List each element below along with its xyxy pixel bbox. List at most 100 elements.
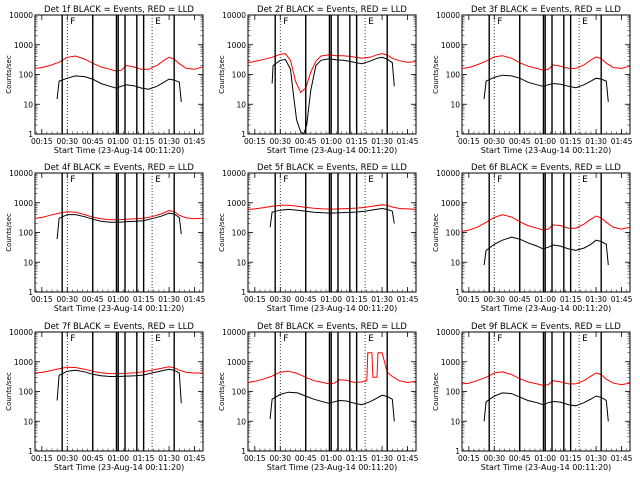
x-axis-label: Start Time (23-Aug-14 00:11:20)	[54, 146, 185, 155]
y-tick-label: 10	[236, 100, 246, 109]
marker-label: E	[368, 17, 374, 27]
x-tick-label: 01:15	[346, 295, 368, 304]
x-tick-label: 00:45	[295, 295, 317, 304]
x-axis-label: Start Time (23-Aug-14 00:11:20)	[267, 146, 398, 155]
y-tick-label: 1	[455, 447, 460, 456]
y-tick-label: 10	[23, 100, 33, 109]
x-tick-label: 01:15	[560, 137, 582, 146]
marker-label: F	[70, 334, 75, 344]
x-tick-label: 00:45	[295, 454, 317, 463]
marker-label: F	[70, 17, 75, 27]
y-tick-label: 1000	[227, 358, 246, 367]
x-tick-label: 01:00	[534, 295, 556, 304]
y-tick-label: 1	[455, 288, 460, 297]
marker-label: E	[368, 175, 374, 185]
chart-title: Det 1f BLACK = Events, RED = LLD	[44, 5, 194, 15]
series-red-lld	[462, 214, 630, 232]
x-tick-label: 01:00	[320, 454, 342, 463]
x-tick-label: 00:30	[56, 137, 78, 146]
x-tick-label: 01:15	[560, 454, 582, 463]
x-tick-label: 00:30	[56, 295, 78, 304]
x-tick-label: 00:45	[295, 137, 317, 146]
y-axis-label: Counts/sec	[5, 372, 13, 411]
series-red-lld	[35, 209, 203, 221]
y-axis-label: Counts/sec	[5, 213, 13, 252]
y-tick-label: 10	[236, 258, 246, 267]
x-tick-label: 00:30	[483, 137, 505, 146]
y-tick-label: 1	[28, 288, 33, 297]
plot-frame	[34, 331, 204, 452]
y-tick-label: 1	[28, 130, 33, 139]
x-tick-label: 00:30	[269, 454, 291, 463]
plot-frame	[34, 14, 204, 135]
series-black-events	[269, 207, 395, 228]
plot-frame	[461, 172, 631, 293]
x-tick-label: 00:45	[82, 295, 104, 304]
y-tick-label: 100	[232, 388, 247, 397]
y-tick-label: 10	[23, 258, 33, 267]
series-red-lld	[35, 55, 203, 72]
series-red-lld	[248, 204, 416, 210]
marker-label: F	[283, 17, 288, 27]
data-area	[462, 214, 630, 266]
data-area	[462, 371, 630, 422]
marker-label: E	[155, 334, 161, 344]
x-tick-label: 01:15	[133, 454, 155, 463]
x-tick-label: 01:15	[133, 295, 155, 304]
y-axis-label: Counts/sec	[218, 213, 226, 252]
x-tick-label: 01:30	[158, 454, 180, 463]
y-tick-label: 10000	[222, 328, 246, 337]
x-tick-label: 01:45	[184, 137, 206, 146]
x-tick-label: 01:15	[133, 137, 155, 146]
x-tick-label: 00:45	[82, 137, 104, 146]
series-black-events	[269, 391, 395, 422]
x-tick-label: 00:15	[458, 137, 480, 146]
y-tick-label: 1	[241, 447, 246, 456]
plot-frame	[247, 172, 417, 293]
x-tick-label: 00:15	[458, 454, 480, 463]
marker-label: F	[283, 175, 288, 185]
y-tick-label: 10000	[222, 169, 246, 178]
marker-label: F	[497, 334, 502, 344]
y-tick-label: 1000	[14, 199, 33, 208]
x-tick-label: 01:45	[397, 454, 419, 463]
chart-title: Det 5f BLACK = Events, RED = LLD	[257, 163, 407, 173]
x-tick-label: 01:30	[371, 454, 393, 463]
y-tick-label: 1000	[441, 199, 460, 208]
series-black-events	[483, 236, 609, 266]
marker-label: F	[497, 17, 502, 27]
x-tick-label: 01:30	[585, 295, 607, 304]
y-tick-label: 10000	[9, 169, 33, 178]
y-tick-label: 1000	[14, 358, 33, 367]
y-tick-label: 10	[236, 417, 246, 426]
x-axis-label: Start Time (23-Aug-14 00:11:20)	[54, 304, 185, 313]
series-red-lld	[35, 366, 203, 375]
chart-title: Det 3f BLACK = Events, RED = LLD	[471, 5, 621, 15]
y-tick-label: 1000	[227, 41, 246, 50]
chart-title: Det 8f BLACK = Events, RED = LLD	[257, 322, 407, 332]
series-black-events	[483, 74, 609, 102]
x-tick-label: 01:15	[560, 295, 582, 304]
y-tick-label: 100	[19, 71, 34, 80]
chart-title: Det 6f BLACK = Events, RED = LLD	[471, 163, 621, 173]
marker-label: F	[70, 175, 75, 185]
x-tick-label: 00:45	[82, 454, 104, 463]
y-axis-label: Counts/sec	[432, 55, 440, 94]
series-black-events	[56, 368, 182, 404]
x-tick-label: 00:45	[509, 137, 531, 146]
y-tick-label: 10000	[436, 328, 460, 337]
x-tick-label: 01:00	[534, 454, 556, 463]
series-black-events	[56, 75, 182, 102]
x-tick-label: 00:30	[56, 454, 78, 463]
y-tick-label: 10	[23, 417, 33, 426]
y-tick-label: 10	[450, 417, 460, 426]
series-black-events	[56, 212, 182, 240]
chart-title: Det 4f BLACK = Events, RED = LLD	[44, 163, 194, 173]
y-tick-label: 10000	[222, 11, 246, 20]
y-tick-label: 10000	[436, 169, 460, 178]
plot-frame	[461, 14, 631, 135]
y-tick-label: 1000	[441, 41, 460, 50]
